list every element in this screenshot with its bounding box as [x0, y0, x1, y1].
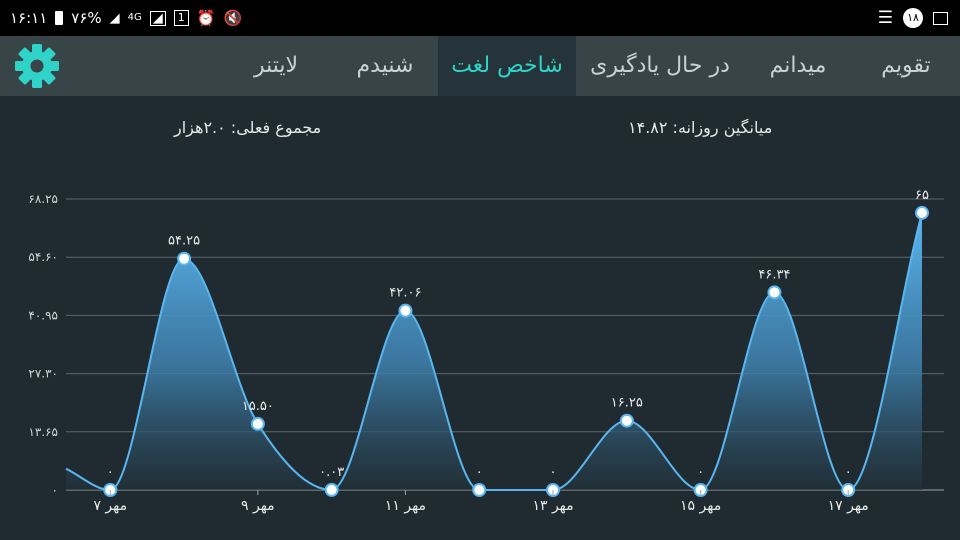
- tab-known[interactable]: میدانم: [769, 53, 827, 78]
- y-tick-label: ۰: [52, 483, 58, 497]
- word-index-chart: ۶۸.۲۵ ۵۴.۶۰ ۴۰.۹۵ ۲۷.۳۰ ۱۳.۶۵ ۰ ۷ مهر ۹ مهر ۱۱ …: [28, 188, 944, 514]
- image-icon: [933, 11, 948, 25]
- sim-indicator: 1: [173, 10, 189, 26]
- data-value-label: ۴۶.۳۴: [758, 267, 790, 282]
- data-point: [324, 482, 339, 497]
- data-value-label: ۵۴.۲۵: [168, 234, 200, 249]
- tab-leitner[interactable]: لایتنر: [253, 53, 299, 78]
- data-value-label: ۰.۰۳: [319, 465, 344, 480]
- battery-level: ۷۶%: [71, 9, 102, 27]
- data-point: [767, 285, 782, 300]
- battery-icon: [55, 11, 64, 25]
- data-value-label: ۰: [476, 465, 483, 480]
- tab-heard[interactable]: شنیدم: [356, 53, 414, 78]
- clock: ۱۶:۱۱: [10, 9, 48, 27]
- data-point: [177, 251, 192, 266]
- data-value-label: ۶۵: [915, 188, 929, 203]
- data-point: [619, 413, 634, 428]
- data-point: [398, 303, 413, 318]
- data-value-label: ۰: [845, 465, 852, 480]
- x-tick-label: ۱۳ مهر: [532, 498, 573, 514]
- data-point: [915, 205, 929, 220]
- x-tick-label: ۱۱ مهر: [385, 498, 426, 514]
- data-value-label: ۱۶.۲۵: [611, 396, 643, 411]
- current-total: مجموع فعلی: ۲.۰هزار: [174, 118, 322, 137]
- status-left: ۱۶:۱۱ ۷۶% ◢ 4G ◢ 1 ⏰ 🔇: [10, 0, 242, 36]
- y-tick-label: ۲۷.۳۰: [28, 367, 58, 381]
- status-bar: ۱۶:۱۱ ۷۶% ◢ 4G ◢ 1 ⏰ 🔇 ☰ ۱۸: [0, 0, 960, 36]
- data-point: [250, 416, 265, 431]
- tab-bar: تقویم میدانم در حال یادگیری شاخص لغت شنی…: [0, 36, 960, 96]
- y-tick-label: ۴۰.۹۵: [28, 308, 58, 322]
- series-area: [66, 212, 922, 490]
- data-point: [472, 483, 487, 497]
- y-tick-label: ۵۴.۶۰: [28, 250, 58, 264]
- daily-average: میانگین روزانه: ۱۴.۸۲: [628, 118, 773, 137]
- x-tick-label: ۱۷ مهر: [828, 498, 869, 514]
- data-value-label: ۰: [107, 465, 114, 480]
- x-tick-label: ۹ مهر: [241, 498, 275, 514]
- tab-learning[interactable]: در حال یادگیری: [590, 53, 730, 78]
- mute-icon: 🔇: [223, 8, 243, 27]
- network-type: 4G: [127, 12, 142, 23]
- alarm-icon: ⏰: [196, 8, 216, 27]
- tab-calendar[interactable]: تقویم: [881, 53, 931, 78]
- list-icon: ☰: [877, 7, 893, 28]
- signal-box-icon: ◢: [149, 10, 166, 26]
- y-tick-label: ۶۸.۲۵: [28, 192, 58, 206]
- settings-gear-icon[interactable]: [14, 43, 60, 89]
- data-value-label: ۰: [697, 465, 704, 480]
- status-right: ☰ ۱۸: [878, 0, 948, 36]
- data-value-label: ۴۲.۰۶: [389, 286, 421, 301]
- x-tick-label: ۷ مهر: [93, 498, 127, 514]
- tab-word-index[interactable]: شاخص لغت: [438, 36, 576, 96]
- notification-count-badge: ۱۸: [903, 8, 923, 28]
- data-value-label: ۰: [550, 465, 557, 480]
- x-tick-label: ۱۵ مهر: [680, 498, 721, 514]
- signal-icon: ◢: [109, 10, 120, 26]
- data-value-label: ۱۵.۵۰: [242, 399, 274, 414]
- y-tick-label: ۱۳.۶۵: [28, 425, 58, 439]
